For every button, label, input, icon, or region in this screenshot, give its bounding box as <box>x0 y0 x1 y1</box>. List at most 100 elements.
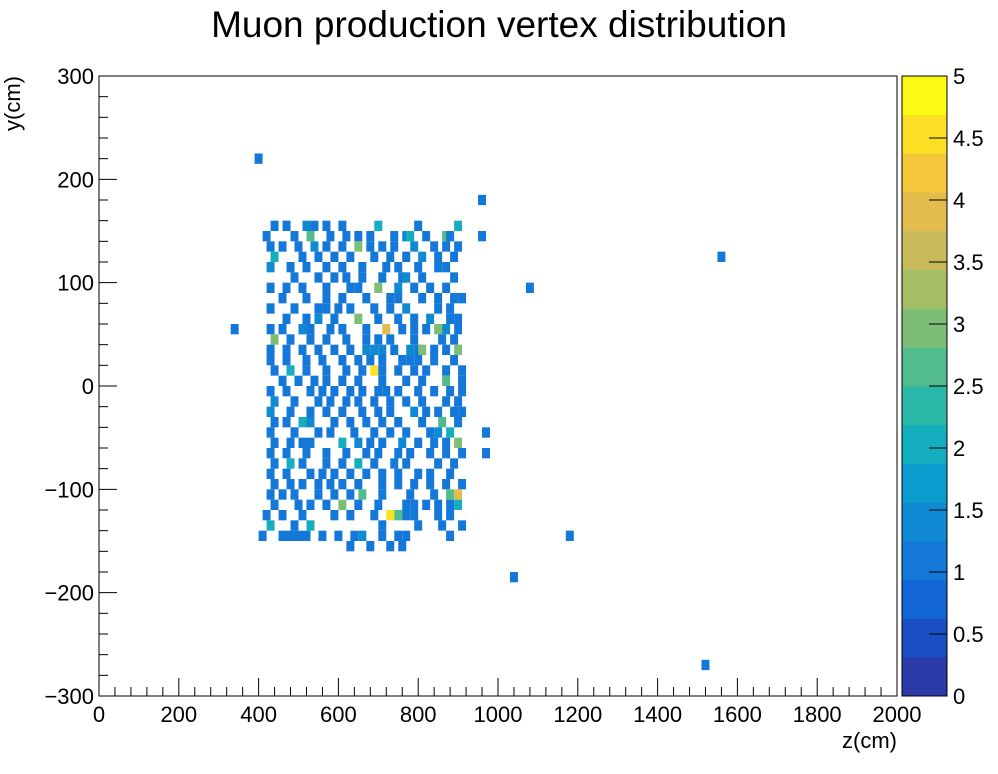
heatmap-bin <box>290 231 299 242</box>
heatmap-bin <box>358 386 367 397</box>
heatmap-bin <box>478 194 487 206</box>
heatmap-bin <box>282 355 291 366</box>
heatmap-bin <box>458 293 467 304</box>
heatmap-bin <box>338 220 347 231</box>
heatmap-bin <box>418 417 427 428</box>
heatmap-bin <box>358 489 367 500</box>
heatmap-bin <box>446 530 455 541</box>
heatmap-bin <box>306 520 315 531</box>
heatmap-bin <box>266 427 275 438</box>
heatmap-bin <box>426 468 435 479</box>
heatmap-bin <box>314 427 323 438</box>
heatmap-bin <box>286 437 295 448</box>
heatmap-bin <box>298 417 307 428</box>
heatmap-bin <box>314 489 323 500</box>
heatmap-bin <box>302 355 311 366</box>
x-tick-label: 1600 <box>713 702 762 727</box>
heatmap-bin <box>270 417 279 428</box>
heatmap-bin <box>306 437 315 448</box>
heatmap-bin <box>314 344 323 355</box>
heatmap-bin <box>354 479 363 490</box>
heatmap-bin <box>270 220 279 231</box>
heatmap-bin <box>322 262 331 273</box>
heatmap-bin <box>302 220 311 231</box>
heatmap-bin <box>450 458 459 469</box>
heatmap-bin <box>342 448 351 459</box>
heatmap-bin <box>258 530 267 541</box>
heatmap-bin <box>338 262 347 273</box>
heatmap-bin <box>294 241 303 252</box>
heatmap-bin <box>254 153 263 164</box>
heatmap-bin <box>358 406 367 417</box>
heatmap-bin <box>454 313 463 324</box>
heatmap-bin <box>310 220 319 231</box>
heatmap-bin <box>286 458 295 469</box>
heatmap-bin <box>358 365 367 376</box>
y-tick-label: −100 <box>44 477 94 502</box>
heatmap-bin <box>330 313 339 324</box>
x-tick-label: 800 <box>400 702 437 727</box>
heatmap-bin <box>717 251 726 262</box>
heatmap-bin <box>390 241 399 252</box>
heatmap-bin <box>394 479 403 490</box>
heatmap-bin <box>266 468 275 479</box>
heatmap-bin <box>394 468 403 479</box>
heatmap-bin <box>278 530 287 541</box>
heatmap-bin <box>270 479 279 490</box>
heatmap-bin <box>370 510 379 521</box>
heatmap-bin <box>338 458 347 469</box>
heatmap-bin <box>378 375 387 386</box>
heatmap-bin <box>386 293 395 304</box>
heatmap-bin <box>286 334 295 345</box>
heatmap-bin <box>302 262 311 273</box>
heatmap-bin <box>306 334 315 345</box>
heatmap-bin <box>298 324 307 335</box>
heatmap-bin <box>458 365 467 376</box>
heatmap-bin <box>414 386 423 397</box>
heatmap-bin <box>374 499 383 510</box>
heatmap-bin <box>402 510 411 521</box>
heatmap-bin <box>410 406 419 417</box>
heatmap-bin <box>454 499 463 510</box>
x-tick-label: 600 <box>320 702 357 727</box>
heatmap-bin <box>338 241 347 252</box>
heatmap-bin <box>270 437 279 448</box>
heatmap-bin <box>286 406 295 417</box>
heatmap-bin <box>450 251 459 262</box>
heatmap-bin <box>402 303 411 314</box>
heatmap-bin <box>322 375 331 386</box>
heatmap-bin <box>378 355 387 366</box>
heatmap-bin <box>446 499 455 510</box>
heatmap-bin <box>442 396 451 407</box>
heatmap-bin <box>270 458 279 469</box>
heatmap-bin <box>266 406 275 417</box>
heatmap-bin <box>394 386 403 397</box>
heatmap-bin <box>450 334 459 345</box>
heatmap-bin <box>378 479 387 490</box>
heatmap-bin <box>306 417 315 428</box>
heatmap-bin <box>314 303 323 314</box>
heatmap-bin <box>354 313 363 324</box>
heatmap-bin <box>378 241 387 252</box>
chart-title: Muon production vertex distribution <box>211 4 787 45</box>
heatmap-bin <box>346 344 355 355</box>
heatmap-bin <box>302 448 311 459</box>
heatmap-bin <box>342 334 351 345</box>
heatmap-bin <box>402 427 411 438</box>
heatmap-bin <box>482 448 491 459</box>
heatmap-bin <box>362 417 371 428</box>
heatmap-bin <box>382 262 391 273</box>
heatmap-bin <box>306 468 315 479</box>
colorbar-level <box>902 618 947 658</box>
colorbar: 0 0.5 1 1.5 2 2.5 3 3.5 4 4.5 5 <box>901 64 984 709</box>
heatmap-bin <box>438 334 447 345</box>
heatmap-bin <box>422 365 431 376</box>
heatmap-bin <box>338 324 347 335</box>
heatmap-bin <box>446 510 455 521</box>
heatmap-bin <box>322 406 331 417</box>
heatmap-bin <box>298 282 307 293</box>
heatmap-bin <box>410 241 419 252</box>
heatmap-bin <box>262 231 271 242</box>
heatmap-bin <box>394 293 403 304</box>
heatmap-bin <box>426 313 435 324</box>
